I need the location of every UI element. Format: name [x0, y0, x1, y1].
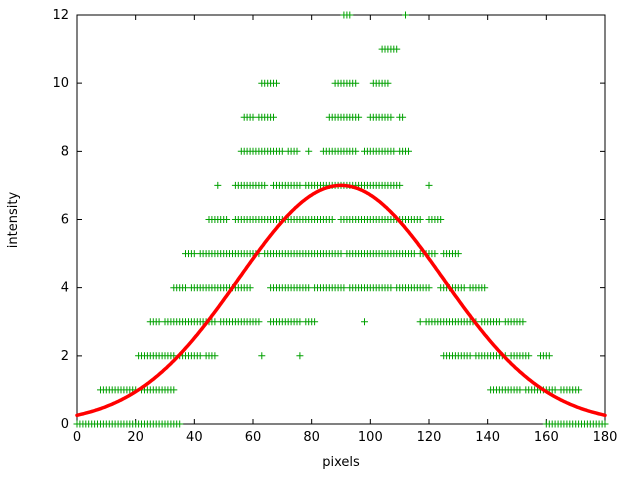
x-tick-label: 120	[417, 430, 442, 445]
x-tick-label: 80	[303, 430, 320, 445]
x-tick-label: 160	[534, 430, 559, 445]
y-tick-label: 2	[61, 349, 69, 364]
y-tick-label: 4	[61, 281, 69, 296]
y-tick-label: 12	[52, 8, 69, 23]
scatter-points	[73, 11, 609, 428]
fit-curve	[75, 183, 607, 418]
y-tick-label: 0	[61, 417, 69, 432]
y-axis-title: intensity	[6, 192, 21, 249]
y-tick-label: 6	[61, 213, 69, 228]
y-tick-label: 8	[61, 144, 69, 159]
x-tick-label: 100	[358, 430, 383, 445]
x-tick-label: 0	[73, 430, 81, 445]
x-tick-label: 20	[127, 430, 144, 445]
x-tick-label: 40	[186, 430, 203, 445]
x-axis-title: pixels	[322, 455, 360, 470]
x-tick-label: 140	[475, 430, 500, 445]
y-tick-label: 10	[52, 76, 69, 91]
x-tick-label: 60	[245, 430, 262, 445]
x-tick-label: 180	[593, 430, 618, 445]
plot-content: 0 20 40 60 80 100 120 140 160 180 0 2 4 6 8 10 12	[52, 8, 617, 445]
